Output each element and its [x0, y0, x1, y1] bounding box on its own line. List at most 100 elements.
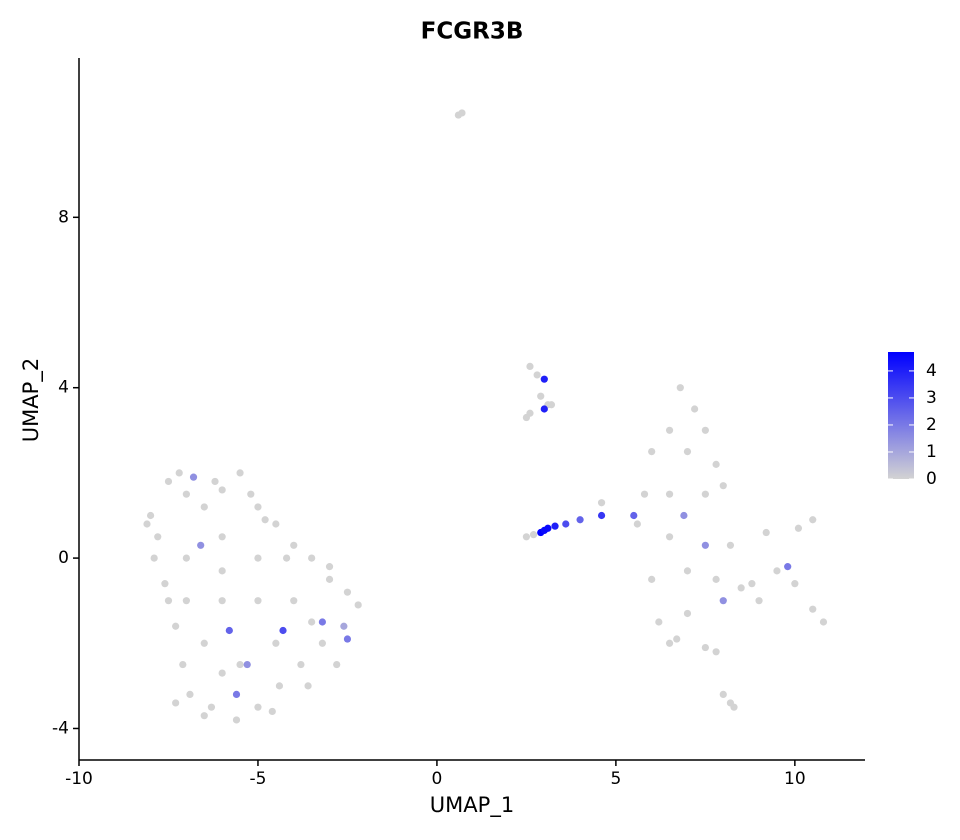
chart-title: FCGR3B: [421, 19, 524, 45]
cell-point: [712, 460, 720, 468]
cell-point: [809, 516, 817, 524]
cell-point: [680, 511, 688, 520]
cell-point: [218, 597, 226, 605]
cell-point: [164, 597, 173, 605]
cell-point: [308, 554, 316, 562]
cell-point: [809, 605, 817, 613]
cell-point: [236, 469, 244, 477]
cell-point: [737, 584, 745, 592]
cell-point: [819, 618, 828, 626]
cell-point: [297, 660, 305, 669]
cell-point: [719, 597, 727, 605]
cell-point: [182, 490, 190, 498]
cell-point: [730, 703, 738, 711]
cell-point: [308, 618, 316, 626]
cell-point: [218, 669, 226, 677]
colorbar-label: 1: [926, 442, 937, 462]
cell-point: [218, 567, 226, 575]
cell-point: [304, 682, 312, 690]
cell-point: [533, 371, 541, 379]
cell-point: [343, 588, 352, 596]
cell-point: [179, 660, 187, 669]
cell-point: [275, 682, 284, 690]
cell-point: [182, 554, 190, 562]
cell-point: [726, 541, 735, 549]
colorbar: [888, 352, 914, 479]
x-axis-label: UMAP_1: [430, 793, 514, 818]
cell-point: [597, 499, 606, 507]
cell-point: [247, 490, 255, 498]
cell-point: [673, 635, 681, 643]
cell-point: [526, 362, 534, 371]
y-tick-label: -4: [52, 718, 69, 738]
cell-point: [261, 516, 269, 524]
cell-point: [254, 703, 262, 711]
cell-point: [676, 384, 684, 392]
cell-point: [784, 563, 792, 571]
cell-point: [232, 716, 241, 724]
cell-point: [762, 528, 770, 537]
cell-point: [325, 563, 334, 571]
cell-point: [748, 580, 756, 588]
cell-point: [200, 639, 208, 647]
cell-point: [540, 405, 548, 413]
cell-point: [354, 601, 362, 609]
cell-point: [537, 392, 545, 400]
colorbar-label: 0: [926, 469, 937, 489]
cell-point: [154, 533, 162, 541]
cell-point: [719, 690, 727, 699]
cell-point: [272, 520, 280, 528]
cell-point: [683, 567, 692, 575]
cell-point: [712, 648, 720, 656]
cell-point: [318, 639, 326, 647]
cell-point: [526, 409, 534, 417]
y-tick-label: 4: [58, 378, 69, 398]
cell-point: [182, 597, 190, 605]
y-tick-label: 8: [58, 207, 69, 227]
cell-point: [150, 554, 158, 562]
cell-point: [186, 690, 194, 699]
cell-point: [146, 511, 155, 520]
cell-point: [597, 511, 606, 520]
cell-point: [343, 635, 352, 643]
cell-point: [701, 643, 709, 652]
cell-point: [254, 554, 262, 562]
cell-point: [164, 477, 173, 486]
cell-point: [701, 490, 709, 498]
cell-point: [576, 516, 584, 524]
cell-point: [143, 520, 151, 528]
cell-point: [648, 575, 656, 583]
cell-point: [232, 690, 241, 699]
cell-point: [640, 490, 649, 498]
cell-point: [655, 618, 663, 626]
colorbar-label: 2: [926, 415, 937, 435]
cell-point: [683, 447, 692, 456]
cell-point: [254, 503, 262, 511]
cell-point: [755, 597, 763, 605]
cell-point: [272, 639, 280, 647]
colorbar-label: 3: [926, 388, 937, 408]
cell-point: [282, 554, 291, 562]
cell-point: [290, 541, 298, 549]
cell-point: [665, 639, 674, 647]
cell-point: [189, 473, 198, 481]
x-tick-label: 10: [784, 769, 806, 789]
cell-point: [683, 609, 692, 618]
cell-point: [225, 626, 233, 635]
cell-point: [665, 490, 674, 498]
x-tick-label: 5: [610, 769, 621, 789]
cell-point: [200, 712, 208, 720]
cell-point: [243, 660, 251, 669]
cell-point: [236, 660, 244, 669]
cell-point: [290, 597, 298, 605]
cell-point: [719, 482, 727, 490]
cell-point: [318, 618, 326, 626]
y-tick-label: 0: [58, 548, 69, 568]
x-tick-label: 0: [432, 769, 443, 789]
y-axis-label: UMAP_2: [19, 358, 44, 442]
cell-point: [218, 486, 226, 494]
cell-point: [172, 699, 180, 707]
cell-point: [712, 575, 720, 583]
cell-point: [630, 511, 638, 520]
